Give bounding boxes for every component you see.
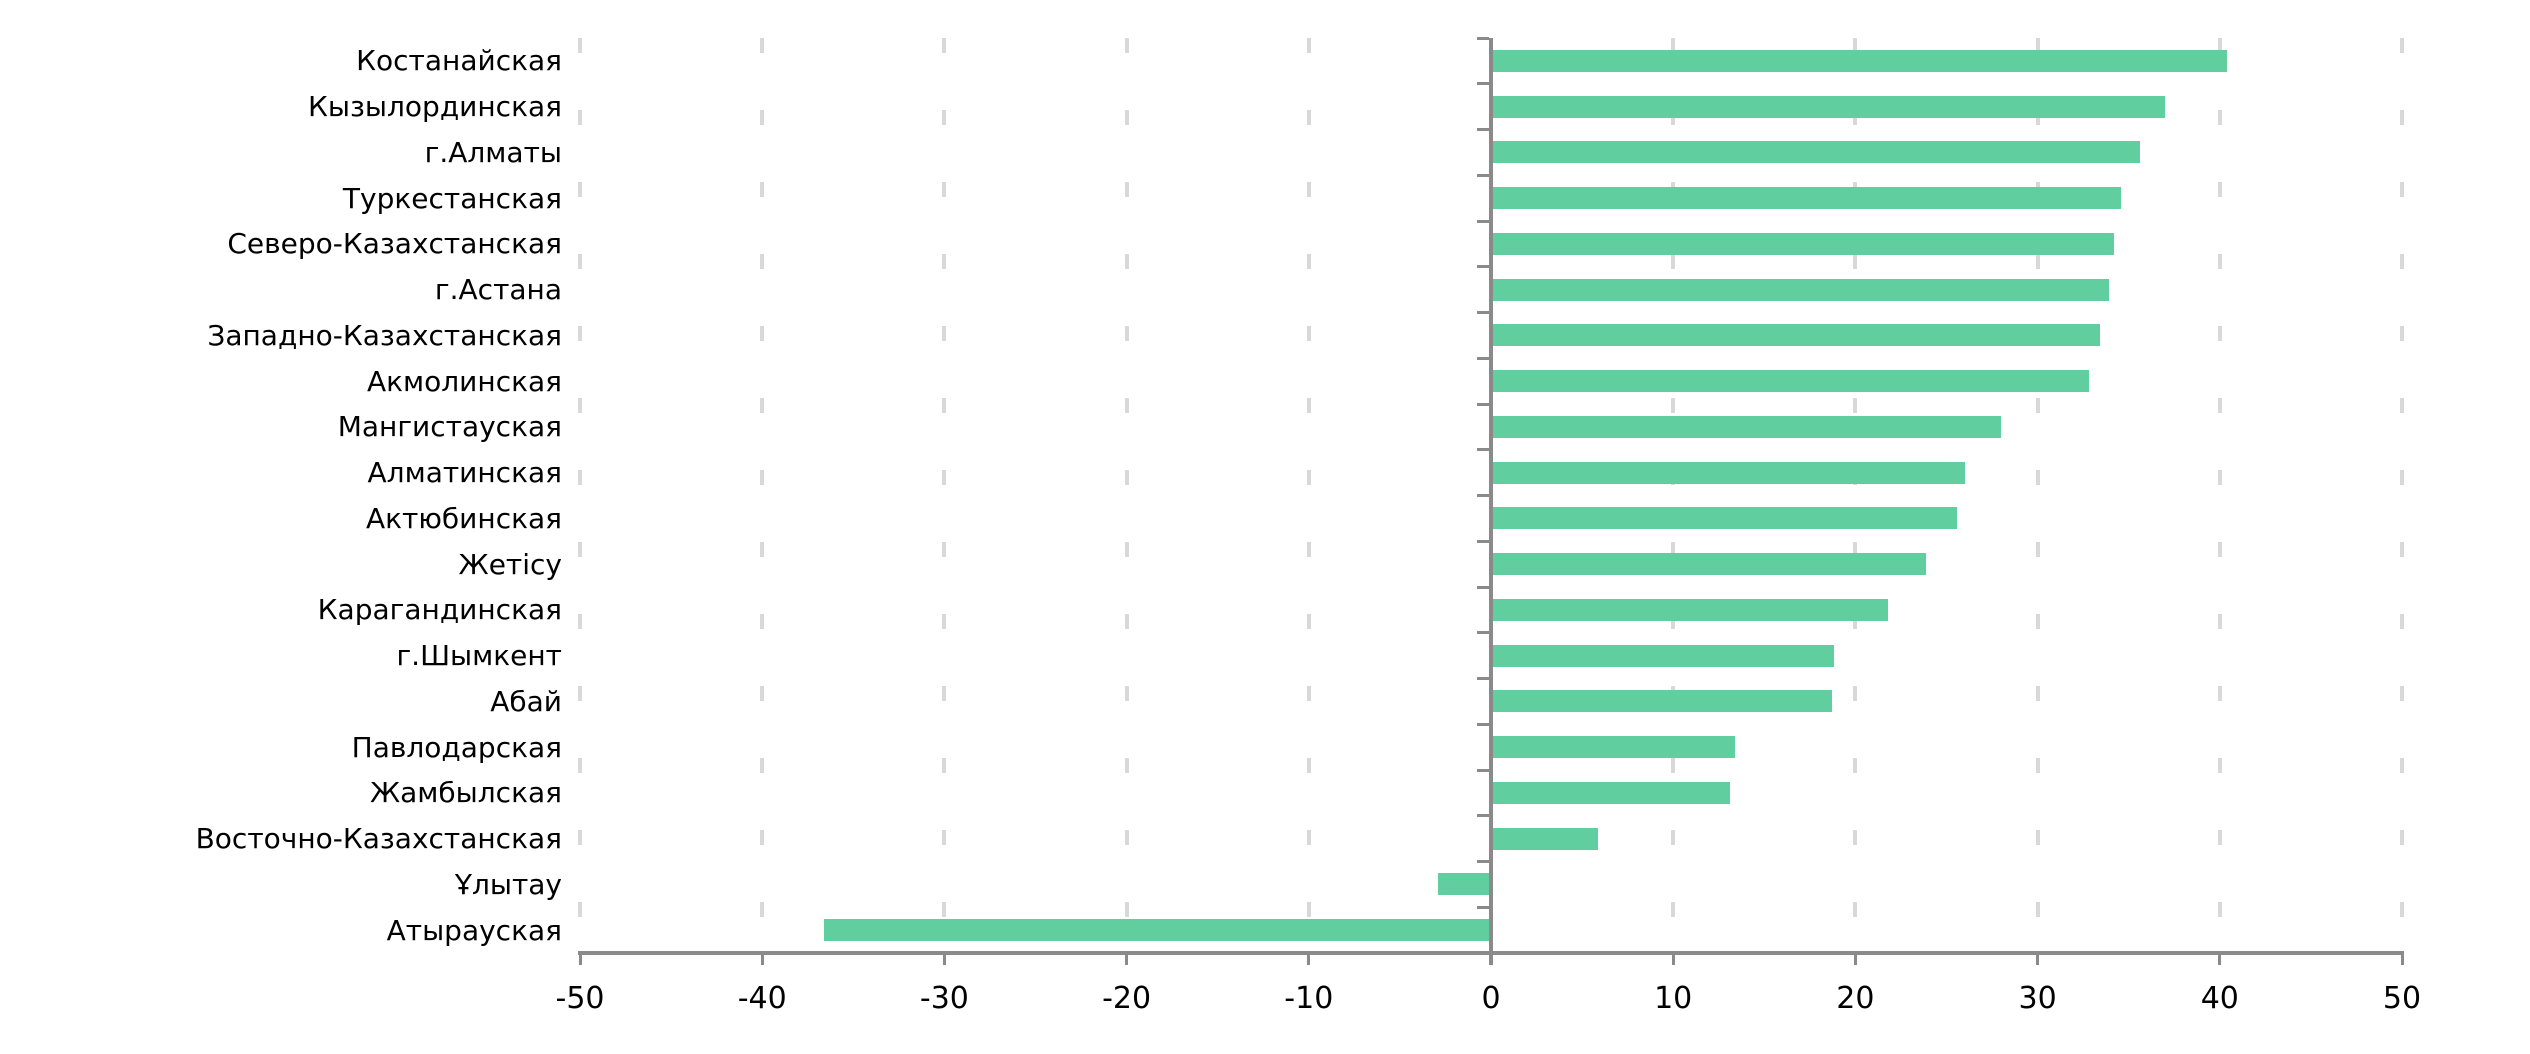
category-axis-tick bbox=[1477, 356, 1489, 360]
category-axis-tick bbox=[1477, 128, 1489, 131]
bar bbox=[1491, 141, 2140, 164]
zero-axis-line bbox=[1489, 38, 1493, 965]
bar bbox=[1491, 690, 1832, 713]
category-axis-tick bbox=[1477, 402, 1489, 406]
category-axis-tick bbox=[1477, 36, 1489, 40]
gridline bbox=[2400, 38, 2404, 953]
bar bbox=[1491, 95, 2166, 118]
category-axis-tick bbox=[1477, 82, 1489, 86]
gridline bbox=[1124, 38, 1129, 953]
category-axis-tick bbox=[1477, 539, 1489, 543]
x-axis-tick bbox=[2036, 953, 2040, 965]
gridline bbox=[1306, 38, 1311, 953]
x-axis-tick bbox=[1671, 953, 1675, 965]
x-axis-tick bbox=[2400, 953, 2404, 965]
x-axis-tick-label: 50 bbox=[2382, 981, 2422, 1016]
category-label: г.Астана bbox=[434, 273, 562, 307]
category-label: Ұлытау bbox=[454, 867, 562, 901]
gridline bbox=[1853, 38, 1858, 953]
category-axis-tick bbox=[1477, 219, 1489, 223]
bar bbox=[824, 919, 1491, 942]
bar bbox=[1491, 187, 2122, 210]
bar bbox=[1491, 461, 1965, 484]
category-label: Карагандинская bbox=[317, 593, 562, 627]
x-axis-tick-label: -20 bbox=[1102, 981, 1152, 1016]
x-axis-tick-label: -50 bbox=[555, 981, 605, 1016]
category-label: Павлодарская bbox=[351, 730, 562, 764]
category-label: Туркестанская bbox=[342, 181, 562, 215]
gridline bbox=[1671, 38, 1676, 953]
bar bbox=[1491, 553, 1927, 576]
category-axis-tick bbox=[1477, 311, 1489, 314]
category-axis-tick bbox=[1477, 448, 1489, 452]
category-axis-tick bbox=[1477, 677, 1489, 680]
bar bbox=[1491, 736, 1736, 759]
bar bbox=[1491, 370, 2089, 393]
gridline bbox=[2035, 38, 2040, 953]
x-axis-tick bbox=[2218, 953, 2222, 965]
x-axis-tick bbox=[1853, 953, 1857, 965]
category-axis-tick bbox=[1477, 905, 1489, 909]
x-axis-tick-label: -30 bbox=[919, 981, 969, 1016]
category-label: Западно-Казахстанская bbox=[207, 318, 562, 352]
bar bbox=[1491, 507, 1958, 530]
category-label: Северо-Казахстанская bbox=[227, 227, 562, 261]
x-axis-tick-label: 10 bbox=[1654, 981, 1693, 1016]
category-label: Жетісу bbox=[458, 547, 562, 581]
category-label: Жамбылская bbox=[369, 776, 562, 810]
x-axis-tick bbox=[1125, 953, 1129, 965]
category-label: Костанайская bbox=[356, 44, 562, 78]
category-axis-tick bbox=[1477, 860, 1489, 863]
category-label: г.Алматы bbox=[424, 135, 562, 169]
bar bbox=[1491, 827, 1599, 850]
bar bbox=[1438, 873, 1491, 896]
category-axis-tick bbox=[1477, 173, 1489, 177]
x-axis-tick bbox=[1307, 953, 1311, 965]
bar bbox=[1491, 598, 1889, 621]
bar bbox=[1491, 644, 1834, 667]
x-axis-tick bbox=[760, 953, 764, 965]
gridline bbox=[760, 38, 765, 953]
category-label: Алматинская bbox=[367, 456, 562, 490]
x-axis-tick bbox=[942, 953, 946, 965]
category-axis-tick bbox=[1477, 814, 1489, 818]
category-label: Актюбинская bbox=[365, 501, 562, 535]
x-axis-tick-label: 30 bbox=[2018, 981, 2057, 1016]
category-axis-tick bbox=[1477, 265, 1489, 269]
x-axis-tick-label: 0 bbox=[1481, 981, 1501, 1016]
x-axis-tick bbox=[578, 953, 582, 965]
x-axis-tick bbox=[1489, 953, 1493, 965]
gridline bbox=[578, 38, 582, 953]
bar bbox=[1491, 415, 2002, 438]
bar bbox=[1491, 232, 2115, 255]
bar bbox=[1491, 781, 1730, 804]
gridline bbox=[2217, 38, 2222, 953]
x-axis-tick-label: 20 bbox=[1836, 981, 1875, 1016]
category-axis-tick bbox=[1477, 585, 1489, 589]
gridline bbox=[942, 38, 947, 953]
category-label: Акмолинская bbox=[366, 364, 562, 398]
category-axis-tick bbox=[1477, 951, 1489, 955]
category-label: Атырауская bbox=[386, 913, 562, 947]
category-axis-tick bbox=[1477, 768, 1489, 772]
x-axis-tick-label: 40 bbox=[2200, 981, 2239, 1016]
category-axis-tick bbox=[1477, 494, 1489, 497]
x-axis-tick-label: -10 bbox=[1284, 981, 1334, 1016]
bar bbox=[1491, 324, 2100, 347]
bar bbox=[1491, 278, 2109, 301]
category-label: г.Шымкент bbox=[396, 639, 562, 673]
category-label: Мангистауская bbox=[337, 410, 562, 444]
category-label: Абай bbox=[490, 684, 562, 718]
x-axis-tick-label: -40 bbox=[737, 981, 787, 1016]
category-label: Восточно-Казахстанская bbox=[195, 822, 562, 856]
category-axis-tick bbox=[1477, 631, 1489, 635]
category-axis-tick bbox=[1477, 722, 1489, 726]
category-label: Кызылординская bbox=[308, 90, 562, 124]
bar bbox=[1491, 49, 2228, 72]
